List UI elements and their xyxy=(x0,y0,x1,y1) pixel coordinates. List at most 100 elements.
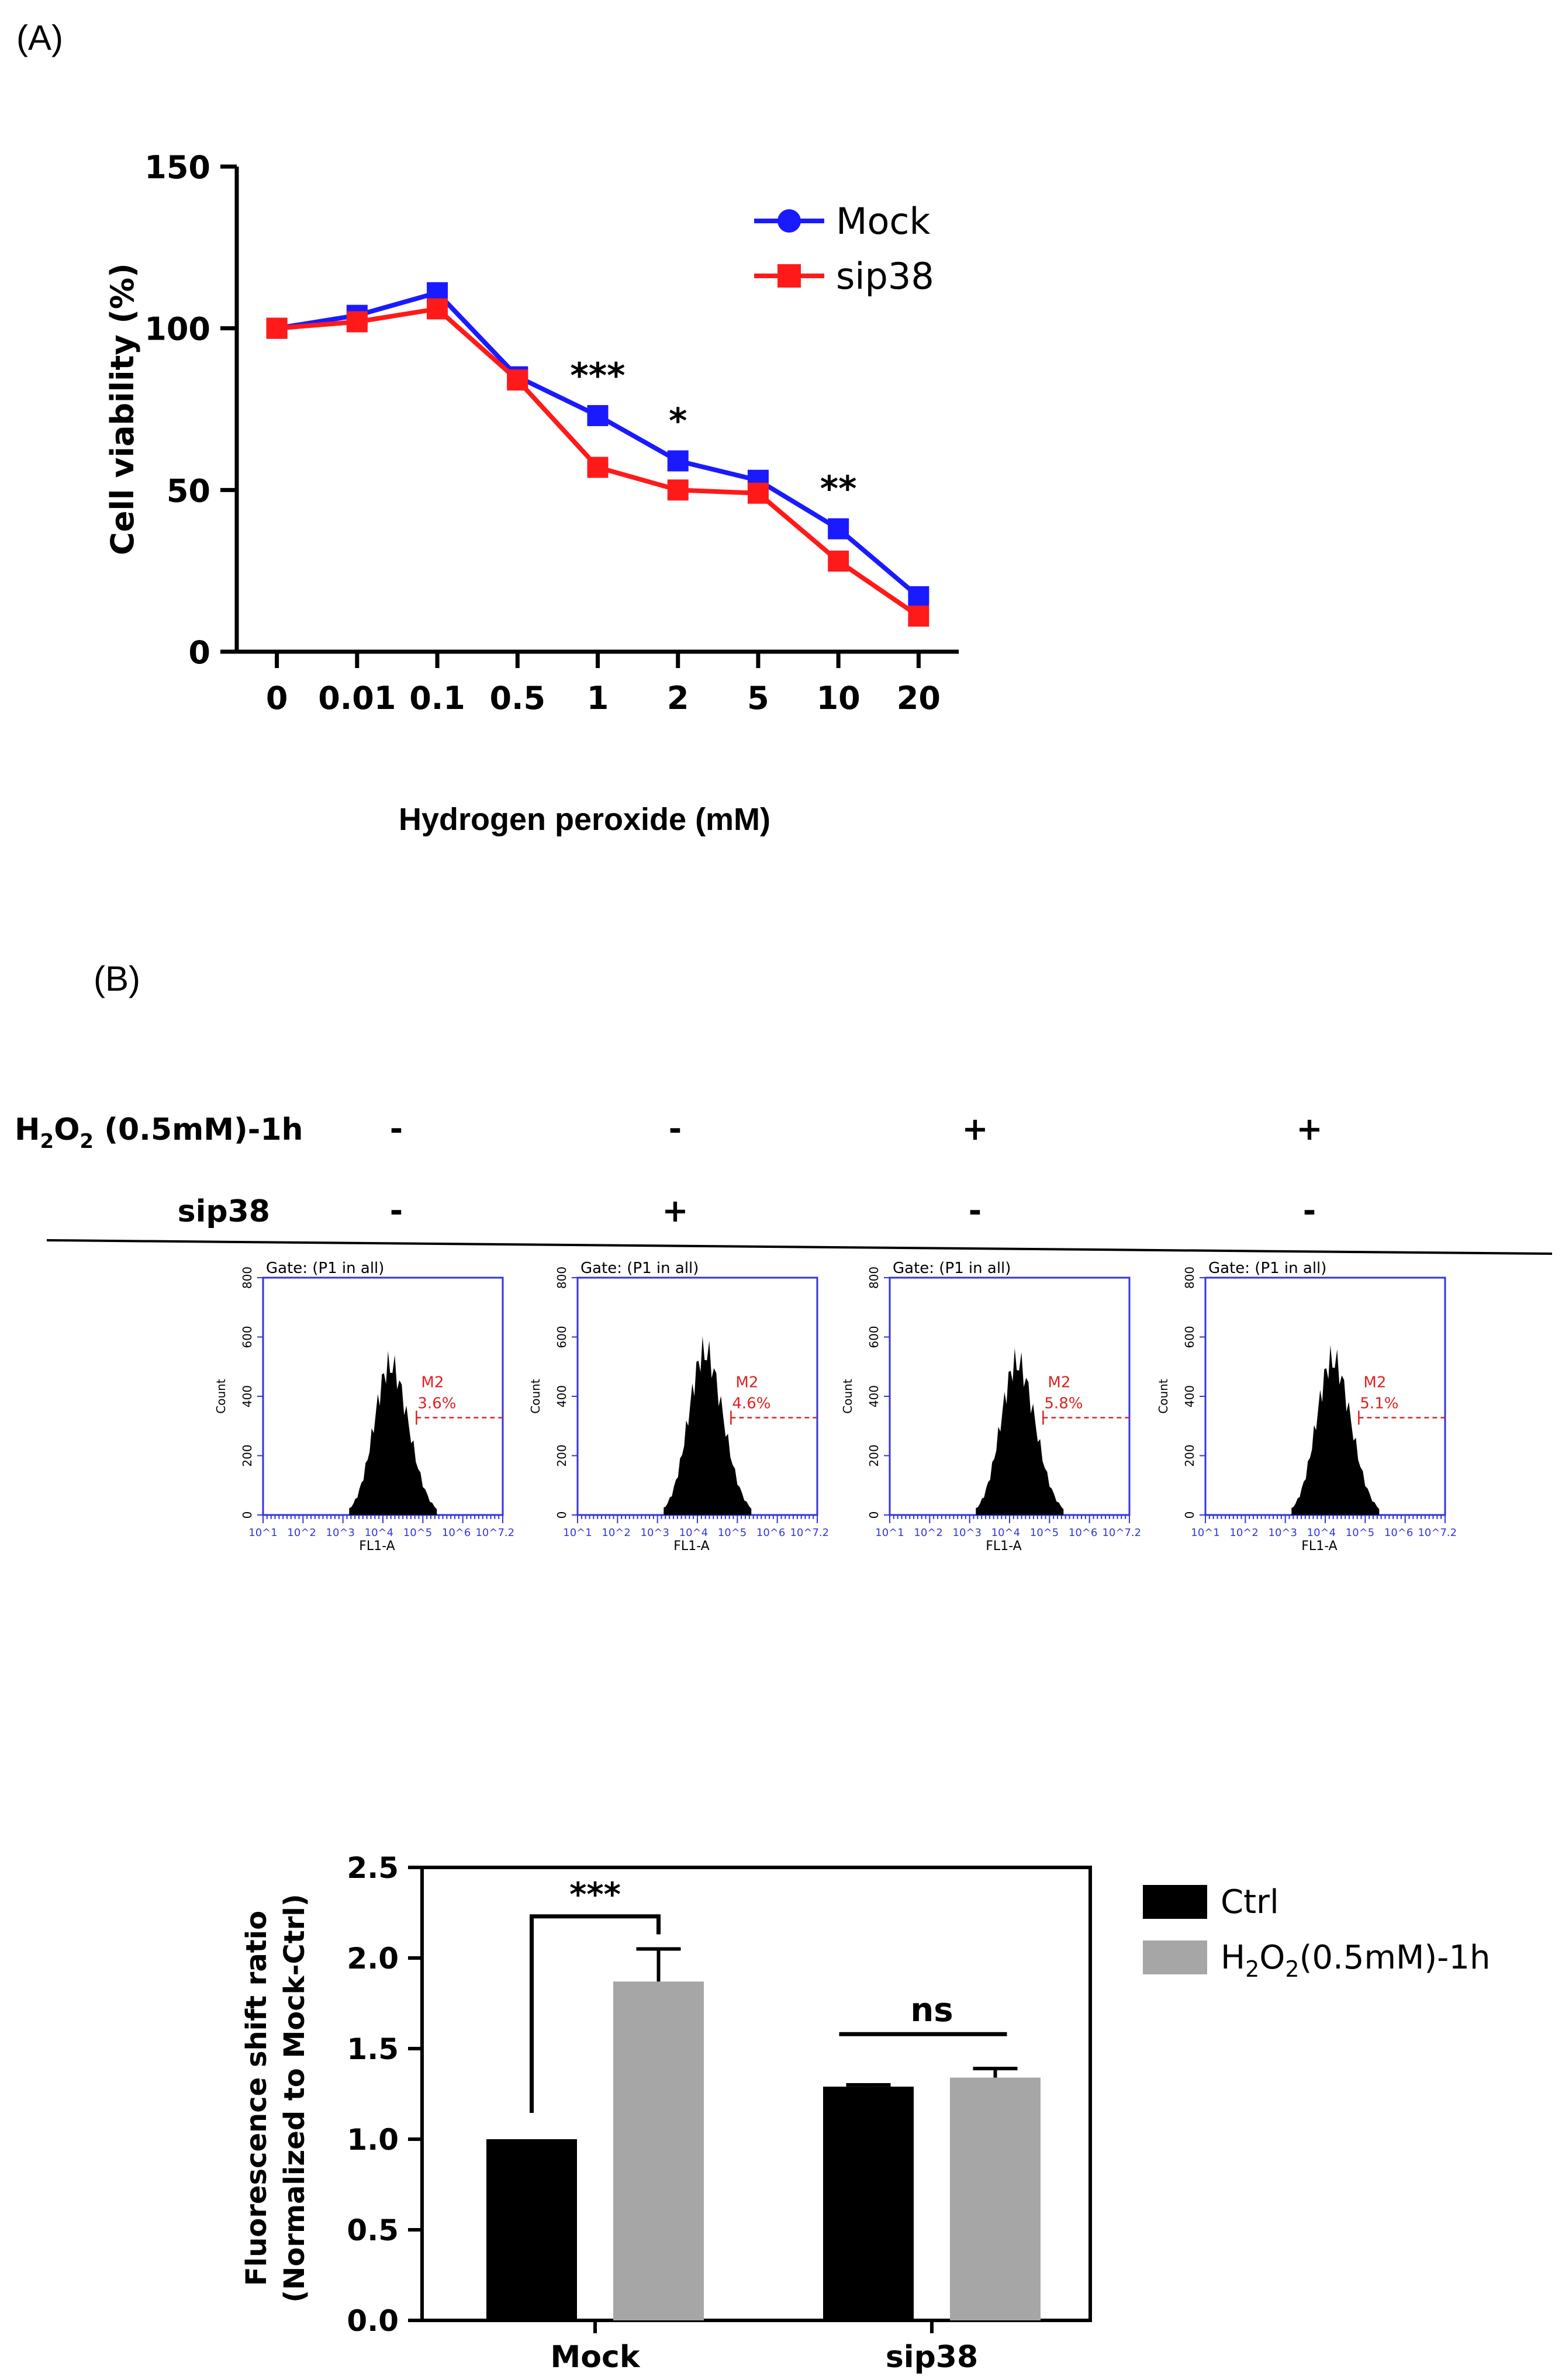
a-data-point-sip38 xyxy=(667,479,689,501)
b-histogram-x-tick-label: 10^3 xyxy=(1269,1527,1297,1539)
panel-b-label: (B) xyxy=(94,959,140,998)
b-row1-value: - xyxy=(390,1111,403,1147)
c-x-tick-label: Mock xyxy=(551,2340,641,2375)
b-row2-value: - xyxy=(969,1192,982,1229)
b-histogram-gate-label: Gate: (P1 in all) xyxy=(893,1260,1011,1277)
b-gate-marker-label: M2 xyxy=(735,1374,758,1392)
a-series-line-mock xyxy=(276,290,920,599)
b-histogram-x-tick-label: 10^2 xyxy=(914,1527,942,1539)
a-y-tick-label: 150 xyxy=(144,149,210,186)
b-histogram-x-tick-label: 10^5 xyxy=(1030,1527,1059,1539)
b-histogram-y-label: Count xyxy=(214,1379,228,1414)
b-histogram-x-tick-label: 10^1 xyxy=(248,1527,277,1539)
b-histogram-1: Gate: (P1 in all) 0 200 400 600 800 Count 10^1 1… xyxy=(214,1260,514,1554)
a-y-tick-label: 100 xyxy=(144,311,210,348)
b-gate-percent-label: 5.1% xyxy=(1360,1395,1398,1413)
b-gate-percent-label: 4.6% xyxy=(732,1395,770,1413)
b-histogram-y-tick-label: 600 xyxy=(240,1326,254,1348)
a-data-point-mock xyxy=(828,518,849,539)
c-y-tick-label: 2.0 xyxy=(347,1942,399,1976)
b-row2-value: - xyxy=(1303,1192,1316,1229)
b-histogram-y-label: Count xyxy=(841,1379,855,1414)
b-gate-percent-label: 3.6% xyxy=(417,1395,456,1413)
a-x-tick-label: 1 xyxy=(587,680,609,717)
b-histogram-x-label: FL1-A xyxy=(1301,1539,1337,1554)
b-histogram-x-tick-label: 10^7.2 xyxy=(475,1527,514,1539)
c-y-tick-label: 0.0 xyxy=(347,2304,399,2338)
b-histogram-gate-label: Gate: (P1 in all) xyxy=(266,1260,384,1277)
b-histogram-y-tick-label: 600 xyxy=(555,1326,569,1348)
b-histogram-y-tick-label: 0 xyxy=(240,1511,254,1519)
c-legend-label: H2O2(0.5mM)-1h xyxy=(1221,1939,1491,1982)
b-histogram-4: Gate: (P1 in all) 0 200 400 600 800 Count 10^1 1… xyxy=(1156,1260,1457,1554)
c-significance-bracket xyxy=(530,1914,661,2113)
c-bar-h2o2-0-5mm-1h xyxy=(613,1981,704,2320)
b-histogram-x-label: FL1-A xyxy=(359,1539,395,1554)
b-histogram-x-tick-label: 10^6 xyxy=(1384,1527,1413,1539)
b-histogram-gate-label: Gate: (P1 in all) xyxy=(580,1260,699,1277)
b-histogram-y-tick-label: 600 xyxy=(1183,1326,1197,1348)
b-gate-marker-label: M2 xyxy=(421,1374,444,1392)
a-data-point-sip38 xyxy=(587,456,609,478)
b-histogram-3: Gate: (P1 in all) 0 200 400 600 800 Count 10^1 1… xyxy=(841,1260,1141,1554)
c-bar-h2o2-0-5mm-1h xyxy=(950,2077,1041,2320)
b-histogram-x-tick-label: 10^6 xyxy=(756,1527,785,1539)
b-histogram-y-tick-label: 800 xyxy=(867,1267,881,1289)
b-histogram-x-tick-label: 10^4 xyxy=(365,1527,393,1539)
a-significance-mark: * xyxy=(669,401,687,442)
a-data-point-sip38 xyxy=(427,298,448,320)
b-histogram-x-tick-label: 10^7.2 xyxy=(1418,1527,1457,1539)
panel-a-label: (A) xyxy=(16,18,63,57)
b-histogram-x-tick-label: 10^2 xyxy=(287,1527,316,1539)
a-data-point-mock xyxy=(587,405,609,427)
b-histogram-y-tick-label: 200 xyxy=(867,1444,881,1466)
b-histogram-y-tick-label: 400 xyxy=(555,1385,569,1407)
b-gate-marker-label: M2 xyxy=(1048,1374,1070,1392)
a-x-tick-label: 2 xyxy=(667,680,689,717)
c-significance-label: *** xyxy=(569,1876,621,1914)
b-histogram-peak xyxy=(1291,1345,1380,1515)
b-histogram-y-label: Count xyxy=(528,1379,542,1414)
b-histogram-y-tick-label: 0 xyxy=(555,1511,569,1519)
b-histogram-x-tick-label: 10^4 xyxy=(679,1527,708,1539)
a-legend-marker xyxy=(777,264,801,288)
b-histogram-y-tick-label: 400 xyxy=(240,1385,254,1407)
b-histogram-x-tick-label: 10^1 xyxy=(875,1527,904,1539)
b-histogram-y-label: Count xyxy=(1156,1379,1170,1414)
b-histogram-x-label: FL1-A xyxy=(986,1539,1021,1554)
a-data-point-sip38 xyxy=(908,606,929,627)
b-row1-value: + xyxy=(1296,1111,1322,1147)
b-histogram-y-tick-label: 400 xyxy=(867,1385,881,1407)
a-x-tick-label: 10 xyxy=(817,680,861,717)
b-row1-label: H2O2 (0.5mM)-1h xyxy=(15,1112,303,1153)
a-x-tick-label: 0 xyxy=(266,680,288,717)
c-bar-ctrl xyxy=(823,2087,914,2320)
b-histogram-gate-label: Gate: (P1 in all) xyxy=(1208,1260,1326,1277)
b-histogram-y-tick-label: 800 xyxy=(555,1267,569,1289)
b-divider-line xyxy=(46,1239,1553,1255)
a-x-tick-label: 0.1 xyxy=(409,680,465,717)
b-histogram-x-tick-label: 10^2 xyxy=(1229,1527,1258,1539)
b-gate-percent-label: 5.8% xyxy=(1044,1395,1083,1413)
a-y-axis-label: Cell viability (%) xyxy=(104,263,141,555)
a-x-tick-label: 5 xyxy=(747,680,769,717)
b-histogram-y-tick-label: 800 xyxy=(1183,1267,1197,1289)
b-histogram-y-tick-label: 0 xyxy=(867,1511,881,1519)
b-histogram-y-tick-label: 200 xyxy=(240,1444,254,1466)
b-histogram-x-tick-label: 10^5 xyxy=(403,1527,432,1539)
b-histogram-x-tick-label: 10^3 xyxy=(326,1527,355,1539)
b-histogram-x-tick-label: 10^7.2 xyxy=(1102,1527,1141,1539)
c-significance-label: ns xyxy=(910,1991,953,2029)
a-x-tick-label: 0.01 xyxy=(318,680,396,717)
a-significance-mark: ** xyxy=(820,469,857,510)
b-histogram-x-tick-label: 10^5 xyxy=(718,1527,747,1539)
a-legend-label: sip38 xyxy=(836,255,934,298)
b-histogram-x-tick-label: 10^4 xyxy=(1307,1527,1336,1539)
b-histogram-x-tick-label: 10^5 xyxy=(1346,1527,1374,1539)
a-x-axis-label: Hydrogen peroxide (mM) xyxy=(399,802,770,837)
c-y-tick-label: 1.0 xyxy=(347,2123,399,2157)
b-histogram-y-tick-label: 200 xyxy=(1183,1444,1197,1466)
b-gate-marker-label: M2 xyxy=(1363,1374,1386,1392)
b-histogram-y-tick-label: 0 xyxy=(1183,1511,1197,1519)
